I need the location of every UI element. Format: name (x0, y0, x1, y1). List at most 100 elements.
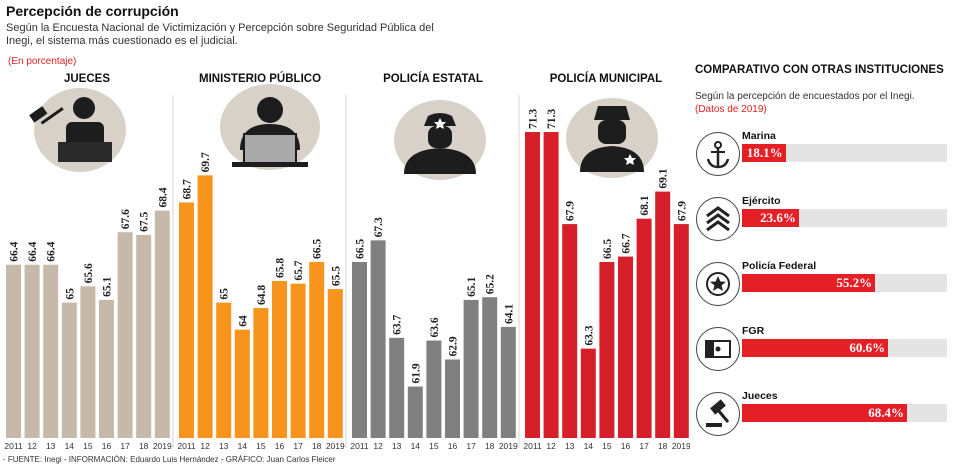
bar-value-label: 64.1 (503, 304, 515, 324)
bar (352, 262, 367, 438)
bar-value-label: 66.5 (355, 239, 367, 259)
bar (445, 359, 460, 438)
bar-value-label: 63.6 (429, 317, 441, 337)
tick-label: 18 (312, 441, 322, 451)
tick-label: 16 (621, 441, 631, 451)
tick-label: 17 (293, 441, 303, 451)
bar-value-label: 67.5 (139, 212, 151, 232)
bar-value-label: 68.1 (639, 195, 651, 215)
institution-name: Policía Federal (742, 260, 817, 272)
comparison-title: COMPARATIVO CON OTRAS INSTITUCIONES (695, 64, 944, 76)
tick-label: 15 (256, 441, 266, 451)
bar (562, 224, 578, 438)
bar-charts: JUECES 66.4 2011 66.4 12 66.4 13 65 14 65.6 15 65.1… (4, 72, 690, 451)
tick-label: 12 (27, 441, 37, 451)
bar-value-label: 62.9 (448, 336, 460, 356)
institution-bar-track: 68.4% (742, 404, 947, 422)
tick-label: 18 (658, 441, 668, 451)
institution-bar-track: 60.6% (742, 339, 947, 357)
bar (290, 283, 306, 438)
tick-label: 2019 (326, 441, 345, 451)
institution-value-label: 55.2% (836, 275, 873, 290)
bar-value-label: 66.7 (621, 233, 633, 253)
institution-row: Policía Federal 55.2% (692, 258, 954, 308)
institution-bar: 60.6% (742, 339, 889, 357)
anchor-icon (696, 132, 740, 176)
bar-value-label: 61.9 (410, 363, 422, 383)
bar-value-label: 65.1 (466, 277, 478, 297)
bar (426, 340, 442, 438)
bar (463, 299, 479, 438)
institution-value-label: 60.6% (849, 340, 886, 355)
bar (407, 386, 423, 438)
panel-title: JUECES (64, 73, 110, 85)
bar (636, 218, 652, 438)
tick-label: 18 (139, 441, 149, 451)
bar (43, 264, 59, 438)
bar-value-label: 67.3 (373, 217, 385, 237)
bar-value-label: 66.5 (312, 239, 324, 259)
panel-title: MINISTERIO PÚBLICO (199, 72, 321, 85)
bar (253, 308, 269, 438)
bar-value-label: 68.4 (157, 187, 169, 207)
bar (197, 175, 213, 438)
tick-label: 12 (373, 441, 383, 451)
bar (6, 264, 21, 438)
bar-value-label: 71.3 (528, 109, 540, 129)
bar-value-label: 68.7 (182, 179, 194, 199)
tick-label: 14 (584, 441, 594, 451)
institution-bar: 23.6% (742, 209, 799, 227)
tick-label: 2011 (4, 441, 23, 451)
judge-figure-icon (29, 97, 112, 162)
bar (80, 286, 96, 438)
bar (234, 329, 250, 438)
bar-value-label: 65.2 (485, 274, 497, 294)
bar (599, 262, 615, 438)
tick-label: 2019 (153, 441, 172, 451)
tick-label: 13 (219, 441, 229, 451)
bar-value-label: 67.9 (676, 201, 688, 221)
bar (482, 297, 498, 438)
institution-bar: 68.4% (742, 404, 907, 422)
units-note: (En porcentaje) (8, 56, 77, 67)
tick-label: 16 (102, 441, 112, 451)
gavel-icon (696, 392, 740, 436)
panel-title: POLICÍA ESTATAL (383, 72, 483, 85)
bar (216, 302, 232, 438)
bar-value-label: 65.8 (275, 258, 287, 278)
tick-label: 16 (448, 441, 458, 451)
bar-value-label: 65.5 (330, 266, 342, 286)
chart-title: Percepción de corrupción (6, 3, 179, 19)
institution-bar: 18.1% (742, 144, 786, 162)
bar (618, 256, 633, 438)
bar (370, 240, 386, 438)
institution-name: FGR (742, 325, 765, 337)
institution-row: Ejército 23.6% (692, 193, 954, 243)
tick-label: 14 (411, 441, 421, 451)
bar-value-label: 65.7 (293, 260, 305, 280)
institution-row: Marina 18.1% (692, 128, 954, 178)
institution-bar-track: 18.1% (742, 144, 947, 162)
state-police-figure-icon (404, 113, 476, 174)
bar-value-label: 65.1 (102, 277, 114, 297)
bar (61, 302, 77, 438)
institution-name: Jueces (742, 390, 778, 402)
bar (99, 299, 114, 438)
bar-value-label: 65 (64, 288, 76, 300)
bar-value-label: 69.1 (658, 168, 670, 188)
tick-label: 18 (485, 441, 495, 451)
bar (543, 132, 559, 438)
bar (525, 132, 540, 438)
bar-value-label: 71.3 (546, 109, 558, 129)
bar (500, 326, 516, 438)
tick-label: 13 (46, 441, 56, 451)
bar-value-label: 63.3 (583, 325, 595, 345)
bar-value-label: 67.9 (565, 201, 577, 221)
bar-value-label: 64.8 (256, 285, 268, 305)
institution-bar-track: 55.2% (742, 274, 947, 292)
tick-label: 2019 (499, 441, 518, 451)
chevrons-icon (696, 197, 740, 241)
institution-value-label: 18.1% (746, 145, 783, 160)
bar-value-label: 66.4 (9, 241, 21, 261)
tick-label: 14 (65, 441, 75, 451)
